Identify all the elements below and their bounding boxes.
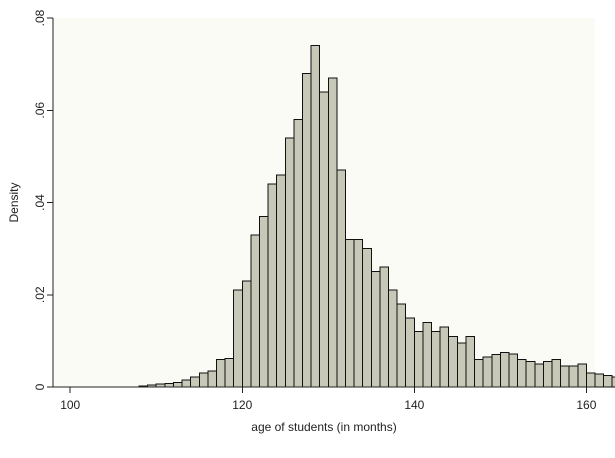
y-tick-label: 0 <box>33 383 47 390</box>
histogram-bar <box>172 381 183 388</box>
y-tick-label: .02 <box>33 286 47 303</box>
histogram-bar <box>396 303 407 388</box>
histogram-bar <box>491 354 501 388</box>
bars-layer <box>138 45 615 388</box>
histogram-bar <box>258 215 269 388</box>
histogram-bar <box>585 372 596 388</box>
histogram-bar <box>181 379 192 388</box>
y-tick-label: .08 <box>33 9 47 26</box>
histogram-bar <box>293 118 303 388</box>
histogram-bar <box>422 321 433 388</box>
histogram-bar <box>474 358 484 388</box>
histogram-bar <box>611 376 615 388</box>
histogram-bar <box>164 382 174 388</box>
histogram-bar <box>233 289 243 388</box>
y-ticks-layer: 0 .02 .04 .06 .08 <box>33 9 53 390</box>
histogram-bar <box>448 335 458 388</box>
histogram-bar <box>482 356 493 388</box>
y-axis-title: Density <box>7 182 21 222</box>
x-tick-label: 160 <box>576 398 596 412</box>
x-axis-title: age of students (in months) <box>251 420 396 434</box>
x-tick-label: 120 <box>232 398 252 412</box>
x-tick-label: 140 <box>404 398 424 412</box>
histogram-bar <box>267 183 278 388</box>
histogram-bar <box>499 351 510 388</box>
histogram-bar <box>284 137 295 388</box>
histogram-bar <box>431 331 441 388</box>
histogram-bar <box>577 363 587 388</box>
histogram-bar <box>542 361 553 388</box>
histogram-bar <box>241 280 252 388</box>
histogram-bar <box>525 361 536 388</box>
histogram-bar <box>207 370 217 388</box>
histogram-bar <box>224 357 235 388</box>
histogram-bar <box>327 77 338 388</box>
y-tick-label: .06 <box>33 102 47 119</box>
histogram-bar <box>310 45 321 388</box>
histogram-bar <box>560 365 570 388</box>
histogram-bar <box>517 358 527 388</box>
histogram-bar <box>551 358 562 388</box>
histogram-bar <box>345 238 355 388</box>
histogram-bar <box>568 365 579 388</box>
histogram-bar <box>603 374 613 388</box>
histogram-bar <box>319 91 329 388</box>
x-tick-label: 100 <box>60 398 80 412</box>
histogram-bar <box>362 248 372 388</box>
y-tick-label: .04 <box>33 194 47 211</box>
histogram-bar <box>215 358 226 388</box>
histogram-bar <box>594 373 605 388</box>
histogram-bar <box>388 289 398 388</box>
histogram-bar <box>534 363 544 388</box>
histogram-bar <box>465 335 476 388</box>
x-ticks-layer: 100120140160180 <box>60 387 597 412</box>
histogram-bar <box>190 376 200 388</box>
histogram-bar <box>370 271 381 388</box>
histogram-bar <box>456 342 467 388</box>
histogram-bar <box>508 353 519 388</box>
histogram-bar <box>353 238 364 388</box>
histogram-bar <box>379 266 390 388</box>
histogram-bar <box>250 234 260 388</box>
histogram-bar <box>405 317 415 388</box>
histogram-bar <box>439 326 450 388</box>
histogram-bar <box>276 174 286 388</box>
histogram-bar <box>301 72 312 388</box>
histogram-bar <box>336 169 347 388</box>
histogram-bar <box>198 372 209 388</box>
histogram-bar <box>413 331 424 388</box>
